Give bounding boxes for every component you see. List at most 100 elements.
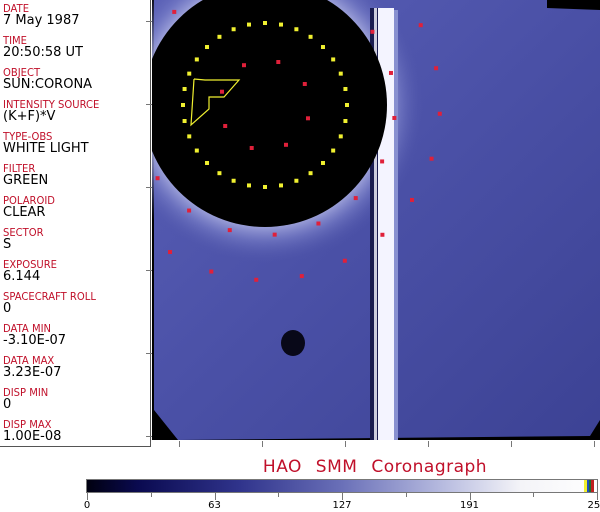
red-marker — [429, 156, 434, 161]
yellow-marker — [345, 103, 349, 107]
yellow-marker — [205, 160, 210, 165]
colorbar-tick-label: 0 — [83, 500, 91, 511]
field-label: SPACECRAFT ROLL — [3, 291, 96, 304]
colorbar-tick — [278, 493, 280, 497]
yellow-marker — [231, 27, 236, 32]
field-label: DATE — [3, 3, 30, 16]
occulting-disk — [152, 0, 387, 227]
yellow-marker — [194, 57, 199, 62]
frame-tick — [345, 441, 346, 447]
colorbar — [86, 479, 598, 493]
field-object: OBJECT SUN:CORONA — [3, 67, 92, 92]
field-label: POLAROID — [3, 195, 56, 208]
colorbar-tick — [214, 493, 216, 500]
field-value: CLEAR — [3, 205, 46, 220]
frame-tick — [146, 353, 152, 354]
frame-tick — [594, 441, 595, 447]
field-value: GREEN — [3, 173, 49, 188]
red-marker — [155, 176, 160, 181]
frame-tick — [146, 187, 152, 188]
red-marker — [172, 9, 177, 14]
red-marker — [299, 274, 304, 279]
field-value: 20:50:58 UT — [3, 45, 83, 60]
yellow-marker — [308, 171, 313, 176]
red-marker — [283, 142, 288, 147]
yellow-marker — [247, 22, 252, 27]
field-value: 1.00E-08 — [3, 429, 62, 444]
field-value: 0 — [3, 397, 12, 412]
frame-tick — [179, 441, 180, 447]
colorbar-tick-label: 127 — [332, 500, 352, 511]
colorbar-tick — [342, 493, 343, 500]
red-marker — [227, 228, 232, 233]
field-value: 6.144 — [3, 269, 41, 284]
red-marker — [249, 145, 254, 150]
field-label: INTENSITY SOURCE — [3, 99, 100, 112]
field-data-max: DATA MAX 3.23E-07 — [3, 355, 61, 380]
field-label: EXPOSURE — [3, 259, 58, 272]
yellow-marker — [217, 171, 222, 176]
colorbar-tick — [150, 493, 152, 497]
red-marker — [380, 232, 385, 237]
yellow-marker — [181, 103, 185, 107]
yellow-marker — [320, 45, 325, 50]
red-marker — [316, 221, 321, 226]
grid-markers — [155, 9, 442, 282]
red-marker — [187, 208, 192, 213]
field-label: FILTER — [3, 163, 36, 176]
red-marker — [302, 82, 307, 87]
yellow-marker — [187, 134, 192, 139]
field-polaroid: POLAROID CLEAR — [3, 195, 55, 220]
colorbar-tick-label: 255 — [587, 500, 600, 511]
yellow-marker — [343, 118, 348, 123]
field-label: TIME — [3, 35, 28, 48]
title: HAO SMM Coronagraph — [262, 457, 488, 477]
frame-tick — [146, 104, 152, 105]
yellow-marker — [294, 178, 299, 183]
yellow-marker — [263, 185, 267, 189]
red-marker — [392, 115, 397, 120]
red-marker — [242, 63, 247, 68]
dark-spot — [281, 330, 305, 356]
yellow-marker — [331, 148, 336, 153]
field-spacecraft-roll: SPACECRAFT ROLL 0 — [3, 291, 96, 316]
field-data-min: DATA MIN -3.10E-07 — [3, 323, 66, 348]
colorbar-tick — [469, 493, 471, 500]
red-marker — [168, 249, 173, 254]
yellow-marker — [247, 183, 252, 188]
field-label: OBJECT — [3, 67, 41, 80]
field-label: DISP MAX — [3, 419, 52, 432]
frame-tick — [146, 21, 152, 22]
yellow-marker — [217, 34, 222, 39]
field-time: TIME 20:50:58 UT — [3, 35, 83, 60]
red-marker — [223, 123, 228, 128]
yellow-marker — [263, 21, 267, 25]
coronagraph-image — [152, 0, 600, 440]
field-value: -3.10E-07 — [3, 333, 67, 348]
red-marker — [380, 159, 385, 164]
colorbar-tick — [87, 493, 88, 500]
colorbar-tick-label: 191 — [459, 500, 480, 511]
yellow-marker — [343, 87, 348, 92]
field-sector: SECTOR S — [3, 227, 44, 252]
field-value: 0 — [3, 301, 12, 316]
yellow-marker — [320, 160, 325, 165]
field-value: S — [3, 237, 12, 252]
field-value: 3.23E-07 — [3, 365, 62, 380]
colorbar-tick-label: 63 — [208, 500, 221, 511]
yellow-marker — [308, 34, 313, 39]
frame-tick — [262, 441, 263, 447]
yellow-marker — [182, 118, 187, 123]
red-marker — [276, 60, 281, 65]
field-exposure: EXPOSURE 6.144 — [3, 259, 57, 284]
field-value: WHITE LIGHT — [3, 141, 89, 156]
yellow-marker — [278, 183, 283, 188]
yellow-marker — [331, 57, 336, 62]
red-marker — [388, 70, 393, 75]
yellow-marker — [194, 148, 199, 153]
red-marker — [434, 66, 439, 71]
header-info-panel: DATE 7 May 1987 TIME 20:50:58 UT OBJECT SUN:C… — [0, 0, 151, 447]
yellow-marker — [338, 71, 343, 76]
frame-tick — [146, 270, 152, 271]
frame-tick — [511, 441, 512, 447]
